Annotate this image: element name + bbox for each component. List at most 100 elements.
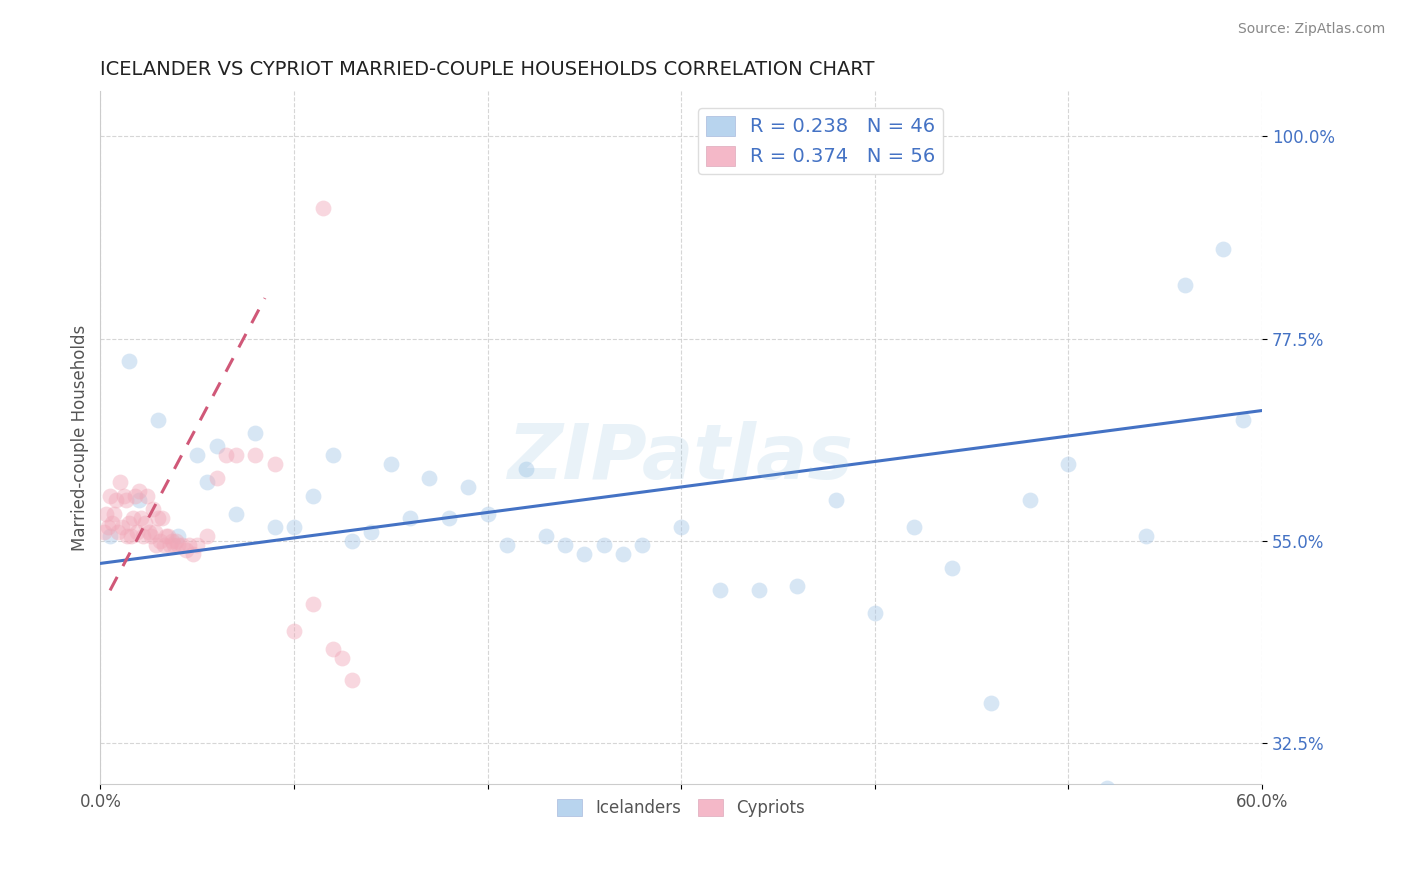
Point [114, 493, 136, 508]
Point [148, 412, 170, 426]
Point [980, 696, 1002, 710]
Point [225, 507, 247, 521]
Point [181, 548, 204, 562]
Point [1232, 412, 1254, 426]
Point [107, 524, 129, 539]
Point [104, 493, 127, 508]
Point [108, 475, 131, 490]
Point [143, 524, 166, 539]
Point [128, 484, 150, 499]
Point [145, 538, 167, 552]
Point [165, 533, 187, 548]
Point [574, 548, 596, 562]
Point [134, 516, 156, 530]
Point [153, 538, 176, 552]
Point [748, 583, 770, 598]
Point [101, 516, 124, 530]
Point [138, 524, 160, 539]
Point [669, 520, 692, 534]
Point [157, 529, 180, 543]
Point [437, 511, 460, 525]
Point [263, 458, 285, 472]
Point [117, 529, 139, 543]
Point [1212, 242, 1234, 256]
Point [166, 538, 188, 552]
Point [132, 529, 155, 543]
Point [166, 529, 188, 543]
Point [118, 516, 141, 530]
Point [139, 529, 162, 543]
Point [135, 489, 157, 503]
Point [148, 511, 170, 525]
Point [174, 542, 197, 557]
Point [142, 502, 165, 516]
Point [215, 449, 238, 463]
Point [903, 520, 925, 534]
Point [93, 524, 115, 539]
Point [163, 538, 186, 552]
Point [380, 458, 402, 472]
Point [360, 524, 382, 539]
Point [322, 641, 344, 656]
Point [96, 507, 118, 521]
Point [170, 538, 193, 552]
Point [709, 583, 731, 598]
Point [477, 507, 499, 521]
Point [534, 529, 557, 543]
Point [825, 493, 848, 508]
Point [612, 548, 634, 562]
Point [186, 538, 208, 552]
Point [179, 538, 201, 552]
Text: Source: ZipAtlas.com: Source: ZipAtlas.com [1237, 22, 1385, 37]
Point [186, 449, 208, 463]
Point [128, 493, 150, 508]
Point [225, 449, 247, 463]
Point [941, 561, 963, 575]
Point [97, 520, 120, 534]
Point [150, 511, 173, 525]
Point [863, 606, 886, 620]
Point [118, 354, 141, 368]
Text: ICELANDER VS CYPRIOT MARRIED-COUPLE HOUSEHOLDS CORRELATION CHART: ICELANDER VS CYPRIOT MARRIED-COUPLE HOUS… [100, 60, 875, 78]
Point [1174, 277, 1197, 292]
Point [124, 489, 146, 503]
Point [111, 520, 134, 534]
Point [418, 471, 440, 485]
Point [195, 529, 218, 543]
Point [592, 538, 614, 552]
Point [159, 538, 181, 552]
Legend: Icelanders, Cypriots: Icelanders, Cypriots [551, 792, 811, 824]
Y-axis label: Married-couple Households: Married-couple Households [72, 325, 89, 550]
Point [340, 533, 363, 548]
Point [332, 650, 354, 665]
Point [554, 538, 576, 552]
Point [195, 475, 218, 490]
Point [340, 673, 363, 688]
Point [155, 529, 177, 543]
Point [302, 597, 325, 611]
Point [149, 533, 172, 548]
Point [205, 471, 228, 485]
Point [112, 489, 135, 503]
Point [1135, 529, 1157, 543]
Point [322, 449, 344, 463]
Point [122, 511, 145, 525]
Point [1095, 781, 1118, 796]
Point [127, 524, 149, 539]
Text: ZIPatlas: ZIPatlas [508, 421, 855, 495]
Point [103, 507, 125, 521]
Point [457, 480, 479, 494]
Point [245, 425, 267, 440]
Point [399, 511, 422, 525]
Point [496, 538, 519, 552]
Point [160, 533, 183, 548]
Point [1018, 493, 1040, 508]
Point [245, 449, 267, 463]
Point [302, 489, 325, 503]
Point [205, 440, 228, 454]
Point [98, 529, 121, 543]
Point [263, 520, 285, 534]
Point [515, 462, 537, 476]
Point [120, 529, 142, 543]
Point [283, 624, 305, 638]
